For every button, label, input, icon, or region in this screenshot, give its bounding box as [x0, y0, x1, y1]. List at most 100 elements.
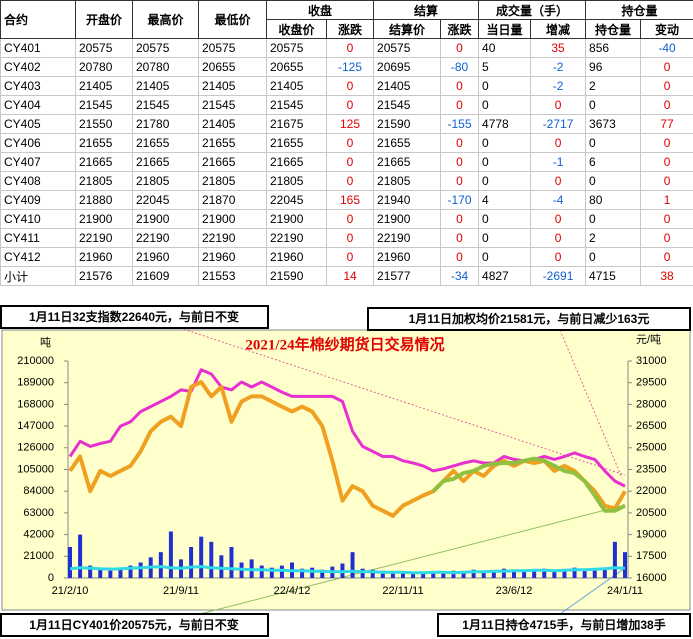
group-header: 持仓量 [585, 0, 693, 20]
bar [552, 570, 557, 578]
bar [158, 552, 163, 578]
table-cell: CY402 [0, 57, 76, 77]
table-cell: -34 [440, 266, 480, 286]
table-cell: 22190 [373, 228, 442, 248]
table-cell: 21960 [373, 247, 442, 267]
table-cell: 21590 [373, 114, 442, 134]
bar [602, 567, 607, 578]
bar [512, 569, 516, 578]
table-cell: 21545 [373, 95, 442, 115]
table-cell: -170 [440, 190, 480, 210]
bar [360, 568, 365, 578]
bar [623, 552, 627, 578]
y-axis-unit: 吨 [40, 336, 51, 349]
y2-tick-label: 29500 [636, 377, 667, 389]
table-row: CY409 21880 22045 21870 22045 165 21940 -170 4 -4… [0, 190, 693, 210]
bar [461, 571, 466, 578]
table-cell: 4827 [478, 266, 532, 286]
bar [189, 547, 194, 578]
y-tick-label: 105000 [17, 463, 54, 475]
table-cell: -155 [440, 114, 480, 134]
x-tick-label: 24/1/11 [607, 585, 643, 597]
table-cell: 21900 [373, 209, 442, 229]
table-cell: 21665 [132, 152, 199, 172]
line [68, 380, 627, 518]
table-cell: 20695 [373, 57, 442, 77]
table-cell: 22190 [198, 228, 267, 248]
bar [401, 571, 405, 578]
annotation: 1月11日CY401价20575元，与前日不变 [29, 617, 238, 632]
bar [199, 536, 204, 578]
y-tick-label: 63000 [23, 507, 54, 519]
table-cell: 21655 [373, 133, 442, 153]
y2-tick-label: 25000 [636, 442, 667, 454]
y-tick-label: 168000 [17, 398, 54, 410]
y2-tick-label: 16000 [636, 572, 667, 584]
y2-tick-label: 31000 [636, 355, 667, 367]
x-tick-label: 21/2/10 [52, 585, 89, 597]
bar [209, 541, 214, 578]
annotation-box [0, 613, 269, 637]
table-cell: 21960 [198, 247, 267, 267]
table-cell: 20575 [132, 38, 199, 58]
table-cell: 4715 [585, 266, 642, 286]
group-header: 成交量（手） [478, 0, 587, 20]
bar [491, 571, 496, 578]
table-row: CY407 21665 21665 21665 21665 0 21665 0 0 -1 6 0 [0, 152, 693, 172]
y2-tick-label: 17500 [636, 550, 667, 562]
y-tick-label: 210000 [17, 355, 54, 367]
table-cell: CY409 [0, 190, 76, 210]
y2-axis-unit: 元/吨 [636, 333, 661, 346]
table-cell: 21870 [198, 190, 267, 210]
table-cell: 80 [585, 190, 642, 210]
x-tick-label: 21/9/11 [163, 585, 199, 597]
leader-line [199, 504, 626, 615]
table-cell: 21576 [75, 266, 133, 286]
table-cell: 21553 [198, 266, 267, 286]
y-tick-label: 21000 [23, 550, 54, 562]
table-cell: 21960 [266, 247, 327, 267]
header-cell: 涨跌 [440, 19, 480, 39]
y-tick-label: 0 [48, 572, 54, 584]
table-cell: CY408 [0, 171, 76, 191]
x-tick-label: 23/6/12 [496, 585, 533, 597]
y-tick-label: 126000 [17, 442, 54, 454]
table-cell: 21655 [266, 133, 327, 153]
table-cell: 21405 [198, 76, 267, 96]
table-cell: 22190 [75, 228, 133, 248]
bar [219, 555, 224, 578]
line [431, 456, 626, 513]
table-cell: -2691 [530, 266, 587, 286]
annotation-box [0, 305, 269, 329]
bar [542, 568, 547, 578]
annotation-box [437, 613, 691, 637]
header-row: 合约 开盘价 最高价 最低价 收盘 结算 成交量（手） 持仓量 [0, 0, 693, 39]
x-tick-label: 22/4/12 [274, 585, 311, 597]
table-cell: CY405 [0, 114, 76, 134]
y2-tick-label: 28000 [636, 398, 667, 410]
y2-tick-label: 26500 [636, 420, 667, 432]
bar [562, 569, 567, 578]
bar [350, 552, 355, 578]
bar [310, 567, 315, 578]
table-row: CY411 22190 22190 22190 22190 0 22190 0 0 0 2 0 [0, 228, 693, 248]
table-cell: 21805 [198, 171, 267, 191]
x-tick-label: 22/11/11 [382, 585, 423, 597]
bar [501, 568, 506, 578]
table-row: CY406 21655 21655 21655 21655 0 21655 0 0 0 0 0 [0, 133, 693, 153]
table-cell: 21880 [75, 190, 133, 210]
table-cell: 21609 [132, 266, 199, 286]
table-cell: CY404 [0, 95, 76, 115]
table-cell: 38 [640, 266, 693, 286]
bar [98, 569, 103, 578]
table-cell: 21405 [75, 76, 133, 96]
table-cell: 14 [325, 266, 375, 286]
bar [118, 568, 123, 578]
annotation: 1月11日加权均价21581元，与前日减少163元 [409, 311, 650, 326]
bar [138, 562, 143, 578]
bar [300, 568, 305, 578]
leader-line [559, 329, 623, 479]
y2-tick-label: 19000 [636, 529, 667, 541]
